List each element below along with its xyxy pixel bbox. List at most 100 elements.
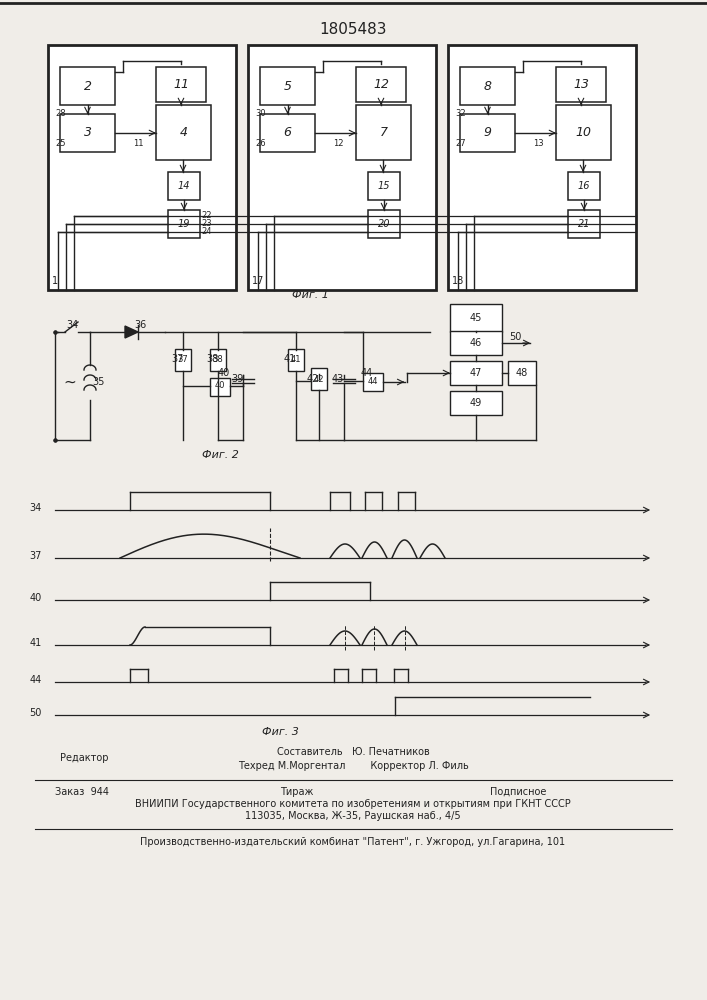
Bar [368,172,400,200]
Text: 42: 42 [314,375,325,384]
Bar [448,45,636,290]
Text: 49: 49 [470,398,482,408]
Bar [156,105,211,160]
Text: 40: 40 [30,593,42,603]
Text: 45: 45 [470,313,482,323]
Text: 10: 10 [575,126,592,139]
Text: 1: 1 [52,276,58,286]
Text: 2: 2 [83,80,91,93]
Bar [60,67,115,105]
Text: Подписное: Подписное [490,787,547,797]
Bar [168,210,200,238]
Text: 14: 14 [177,181,190,191]
Text: 20: 20 [378,219,390,229]
Text: 37: 37 [171,354,183,364]
Text: 43: 43 [332,374,344,384]
Text: 16: 16 [578,181,590,191]
Text: 28: 28 [55,108,66,117]
Text: 13: 13 [573,78,589,91]
Text: 22: 22 [201,212,211,221]
Text: 4: 4 [180,126,187,139]
Text: 8: 8 [484,80,491,93]
Text: 17: 17 [252,276,264,286]
Text: 36: 36 [134,320,146,330]
Text: Техред М.Моргентал        Корректор Л. Филь: Техред М.Моргентал Корректор Л. Филь [238,761,468,771]
Text: Фиг. 2: Фиг. 2 [201,450,238,460]
Bar [356,105,411,160]
Bar [450,361,502,385]
Text: 38: 38 [213,356,223,364]
Text: 21: 21 [578,219,590,229]
Text: 23: 23 [201,220,211,229]
Text: 27: 27 [455,139,466,148]
Text: 7: 7 [380,126,387,139]
Text: 47: 47 [470,368,482,378]
Text: 30: 30 [255,108,266,117]
Polygon shape [125,326,138,338]
Text: 34: 34 [30,503,42,513]
Bar [568,172,600,200]
Text: 113035, Москва, Ж-35, Раушская наб., 4/5: 113035, Москва, Ж-35, Раушская наб., 4/5 [245,811,461,821]
Text: 25: 25 [55,139,66,148]
Bar [556,105,611,160]
Text: Фиг. 1: Фиг. 1 [291,290,329,300]
Bar [368,210,400,238]
Text: 19: 19 [177,219,190,229]
Text: 37: 37 [30,551,42,561]
Bar [450,391,502,415]
Text: 44: 44 [30,675,42,685]
Text: 41: 41 [284,354,296,364]
Bar [248,45,436,290]
Bar [450,331,502,355]
Text: 24: 24 [201,228,211,236]
Text: 39: 39 [231,374,243,384]
Text: 42: 42 [307,374,319,384]
Text: Тираж: Тираж [280,787,313,797]
Text: Редактор: Редактор [60,753,108,763]
Text: 32: 32 [455,108,466,117]
Text: 46: 46 [470,338,482,348]
Text: 6: 6 [284,126,291,139]
Text: 15: 15 [378,181,390,191]
Bar [356,67,406,102]
Text: 34: 34 [66,320,78,330]
Bar [311,368,327,390]
Text: 40: 40 [215,381,226,390]
Text: 50: 50 [509,332,521,342]
Text: 1805483: 1805483 [320,22,387,37]
Text: 26: 26 [255,139,266,148]
Text: 12: 12 [373,78,389,91]
Text: 48: 48 [516,368,528,378]
Bar [450,304,502,332]
Bar [363,373,383,391]
Bar [168,172,200,200]
Text: 5: 5 [284,80,291,93]
Bar [568,210,600,238]
Text: Заказ  944: Заказ 944 [55,787,109,797]
Text: 18: 18 [452,276,464,286]
Text: 44: 44 [361,368,373,378]
Text: Производственно-издательский комбинат "Патент", г. Ужгород, ул.Гагарина, 101: Производственно-издательский комбинат "П… [141,837,566,847]
Text: 38: 38 [206,354,218,364]
Bar [288,349,304,371]
Bar [460,67,515,105]
Text: 35: 35 [92,377,105,387]
Bar [60,114,115,152]
Bar [210,349,226,371]
Text: Фиг. 3: Фиг. 3 [262,727,298,737]
Text: 3: 3 [83,126,91,139]
Bar [210,378,230,396]
Bar [260,67,315,105]
Bar [556,67,606,102]
Text: 41: 41 [291,356,301,364]
Text: 41: 41 [30,638,42,648]
Bar [156,67,206,102]
Bar [260,114,315,152]
Text: 13: 13 [533,139,544,148]
Text: 12: 12 [334,139,344,148]
Text: 9: 9 [484,126,491,139]
Text: Составитель   Ю. Печатников: Составитель Ю. Печатников [276,747,429,757]
Text: 44: 44 [368,377,378,386]
Text: 11: 11 [134,139,144,148]
Bar [175,349,191,371]
